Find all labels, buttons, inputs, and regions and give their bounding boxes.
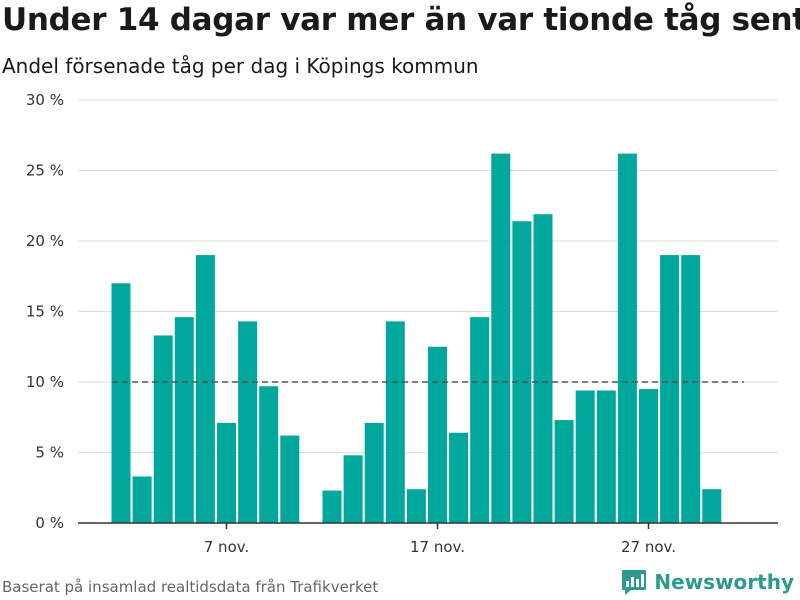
bar [491,153,511,523]
bar [364,422,384,523]
x-tick-label: 17 nov. [410,538,465,556]
bar [111,283,131,523]
x-tick-label: 27 nov. [621,538,676,556]
bar [449,432,469,523]
y-tick-label: 10 % [26,373,64,391]
chart-subtitle: Andel försenade tåg per dag i Köpings ko… [2,54,479,78]
bar [238,321,258,523]
y-tick-label: 5 % [35,444,64,462]
bar [343,455,363,523]
bar [153,335,173,523]
bar [575,390,595,523]
x-tick-label: 7 nov. [204,538,249,556]
bar [702,489,722,523]
bar [533,214,553,523]
bar [660,255,680,523]
bar [406,489,426,523]
source-note: Baserat på insamlad realtidsdata från Tr… [2,578,379,596]
bar [280,435,300,523]
bar [322,490,342,523]
brand-logo: Newsworthy [620,568,794,596]
chart-title: Under 14 dagar var mer än var tionde tåg… [2,2,800,38]
bar [617,153,637,523]
y-tick-label: 0 % [35,514,64,532]
bar [681,255,701,523]
y-tick-label: 15 % [26,303,64,321]
bar [428,346,447,523]
bar [596,390,616,523]
brand-name: Newsworthy [654,570,794,594]
y-tick-label: 30 % [26,91,64,109]
bars [111,153,722,523]
bar [217,422,236,523]
bar [470,317,490,523]
bar [639,389,658,523]
y-tick-label: 20 % [26,232,64,250]
y-tick-label: 25 % [26,162,64,180]
bar [132,476,152,523]
axes: 0 % 5 % 10 % 15 % 20 % 25 % 30 % 7 nov. 17 nov. 2… [26,91,778,556]
bar-chart-logo-icon [622,570,647,595]
bar [554,420,574,523]
bar [174,317,194,523]
bar [385,321,405,523]
bar [259,386,279,523]
bar [195,255,215,523]
bar [512,221,532,523]
